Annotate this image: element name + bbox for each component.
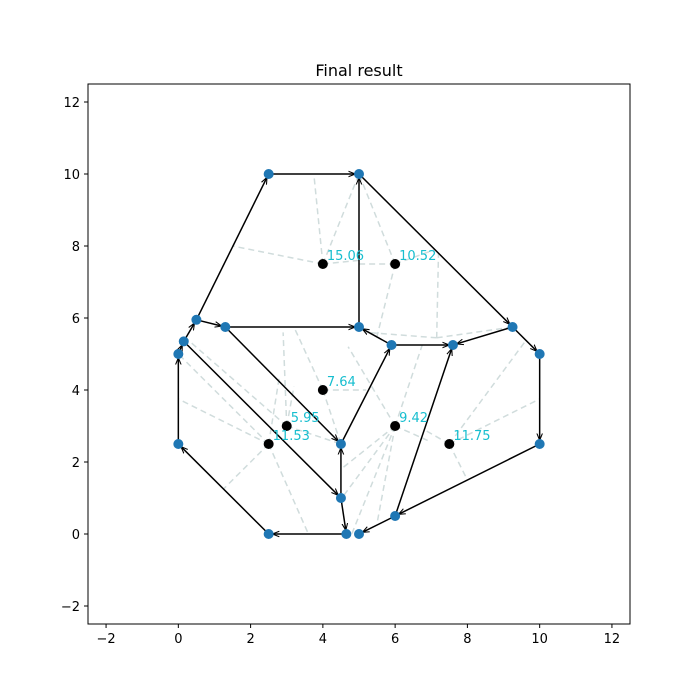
nodes-layer bbox=[173, 169, 545, 539]
y-tick-label: 4 bbox=[72, 384, 80, 399]
dashed-line bbox=[351, 425, 396, 535]
dashed-line bbox=[177, 353, 270, 445]
node-point bbox=[354, 169, 364, 179]
dashed-line bbox=[322, 173, 360, 265]
edge-arrow bbox=[457, 326, 513, 344]
edge-arrow bbox=[394, 349, 452, 517]
dashed-line bbox=[322, 259, 360, 265]
dashed-line bbox=[343, 425, 396, 495]
y-tick-label: 10 bbox=[63, 168, 80, 183]
center-value-label: 9.42 bbox=[399, 411, 428, 426]
node-point bbox=[386, 340, 397, 350]
y-tick-label: 8 bbox=[72, 240, 80, 255]
dashed-lines-layer bbox=[177, 173, 541, 535]
edge-arrow bbox=[195, 178, 266, 321]
node-point bbox=[507, 322, 518, 332]
edge-arrow bbox=[224, 326, 338, 441]
center-point bbox=[390, 259, 401, 269]
node-point bbox=[335, 493, 346, 503]
node-point bbox=[173, 349, 184, 359]
edge-arrow bbox=[363, 515, 396, 532]
x-tick-label: 10 bbox=[531, 632, 548, 647]
node-point bbox=[354, 322, 364, 332]
node-point bbox=[335, 439, 346, 449]
dashed-line bbox=[185, 337, 288, 427]
node-point bbox=[178, 336, 189, 347]
y-tick-label: −2 bbox=[61, 600, 80, 615]
center-value-label: 7.64 bbox=[327, 375, 356, 390]
dashed-line bbox=[376, 425, 396, 524]
center-point bbox=[281, 421, 292, 431]
edge-arrow bbox=[183, 340, 338, 495]
dashed-line bbox=[376, 263, 396, 337]
dashed-line bbox=[232, 245, 324, 265]
y-tick-label: 6 bbox=[72, 312, 80, 327]
y-tick-label: 0 bbox=[72, 528, 80, 543]
center-point bbox=[390, 421, 401, 431]
node-point bbox=[354, 529, 364, 539]
center-value-label: 11.75 bbox=[453, 429, 490, 444]
center-value-label: 11.53 bbox=[273, 429, 310, 444]
node-point bbox=[341, 529, 352, 539]
edge-arrow bbox=[399, 443, 541, 514]
center-point bbox=[317, 385, 328, 395]
node-point bbox=[447, 340, 458, 350]
node-point bbox=[534, 349, 545, 359]
dashed-line bbox=[177, 398, 270, 445]
x-tick-label: 6 bbox=[391, 632, 399, 647]
y-tick-label: 2 bbox=[72, 456, 80, 471]
dashed-line bbox=[267, 375, 281, 445]
center-point bbox=[263, 439, 274, 449]
edge-arrow bbox=[181, 447, 270, 535]
edge-arrow bbox=[358, 173, 510, 324]
node-point bbox=[173, 439, 184, 449]
dashed-line bbox=[448, 443, 469, 481]
dashed-line bbox=[293, 326, 324, 391]
x-tick-label: 12 bbox=[604, 632, 621, 647]
center-value-label: 15.06 bbox=[327, 249, 364, 264]
dashed-line bbox=[448, 398, 541, 445]
dashed-line bbox=[394, 425, 428, 442]
dashed-line bbox=[436, 326, 513, 339]
node-point bbox=[390, 511, 401, 521]
x-tick-label: −2 bbox=[96, 632, 115, 647]
dashed-line bbox=[267, 443, 310, 535]
node-point bbox=[220, 322, 231, 332]
dashed-line bbox=[358, 173, 396, 265]
node-point bbox=[191, 314, 202, 325]
x-tick-label: 8 bbox=[463, 632, 471, 647]
dashed-line bbox=[282, 332, 288, 427]
dashed-line bbox=[394, 248, 436, 265]
edge-arrow bbox=[340, 497, 346, 530]
x-tick-label: 0 bbox=[174, 632, 182, 647]
edge-arrow bbox=[512, 326, 537, 351]
y-tick-label: 12 bbox=[63, 96, 80, 111]
node-point bbox=[263, 529, 274, 539]
dashed-line bbox=[222, 443, 270, 490]
dashed-line bbox=[366, 331, 437, 339]
center-value-label: 10.52 bbox=[399, 249, 436, 264]
dashed-line bbox=[394, 344, 423, 427]
dashed-line bbox=[448, 340, 526, 445]
x-tick-label: 2 bbox=[246, 632, 254, 647]
center-point bbox=[444, 439, 455, 449]
node-point bbox=[534, 439, 545, 449]
dashed-line bbox=[347, 346, 396, 427]
dashed-line bbox=[313, 173, 324, 265]
dashed-line bbox=[340, 425, 396, 470]
edge-arrow bbox=[340, 349, 390, 445]
x-tick-label: 4 bbox=[319, 632, 327, 647]
plot-frame bbox=[87, 83, 631, 625]
centers-layer: 15.06 10.52 7.64 5.95 11.53 9.42 11.75 bbox=[263, 249, 491, 449]
center-value-label: 5.95 bbox=[291, 411, 320, 426]
chart-title: Final result bbox=[315, 61, 402, 80]
edge-arrow bbox=[362, 329, 392, 346]
ticks-layer: −2 0 2 4 6 8 10 12 −2 0 2 4 6 8 10 12 bbox=[61, 96, 620, 647]
center-point bbox=[317, 259, 328, 269]
node-point bbox=[263, 169, 274, 179]
dashed-line bbox=[435, 253, 440, 338]
dashed-line bbox=[285, 386, 295, 427]
edges-layer bbox=[178, 174, 539, 534]
